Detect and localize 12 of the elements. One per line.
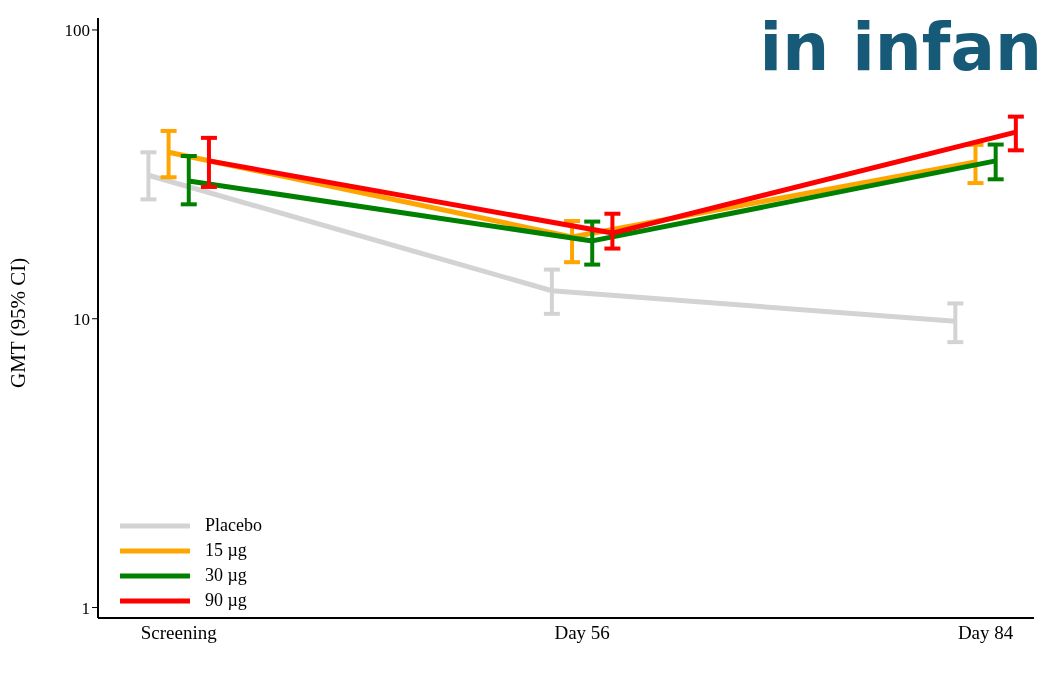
legend-label: 15 µg xyxy=(205,540,247,561)
legend-label: Placebo xyxy=(205,515,262,536)
y-tick-label: 10 xyxy=(73,309,90,329)
legend-label: 90 µg xyxy=(205,590,247,611)
y-tick-label: 1 xyxy=(81,598,90,618)
legend-label: 30 µg xyxy=(205,565,247,586)
y-axis-title: GMT (95% CI) xyxy=(6,257,31,388)
annotation: in infan xyxy=(759,8,1042,88)
x-tick-label: Day 84 xyxy=(957,622,1014,644)
x-tick-label: Screening xyxy=(140,622,218,644)
x-tick-label: Day 56 xyxy=(554,622,610,644)
y-tick-label: 100 xyxy=(64,20,90,40)
